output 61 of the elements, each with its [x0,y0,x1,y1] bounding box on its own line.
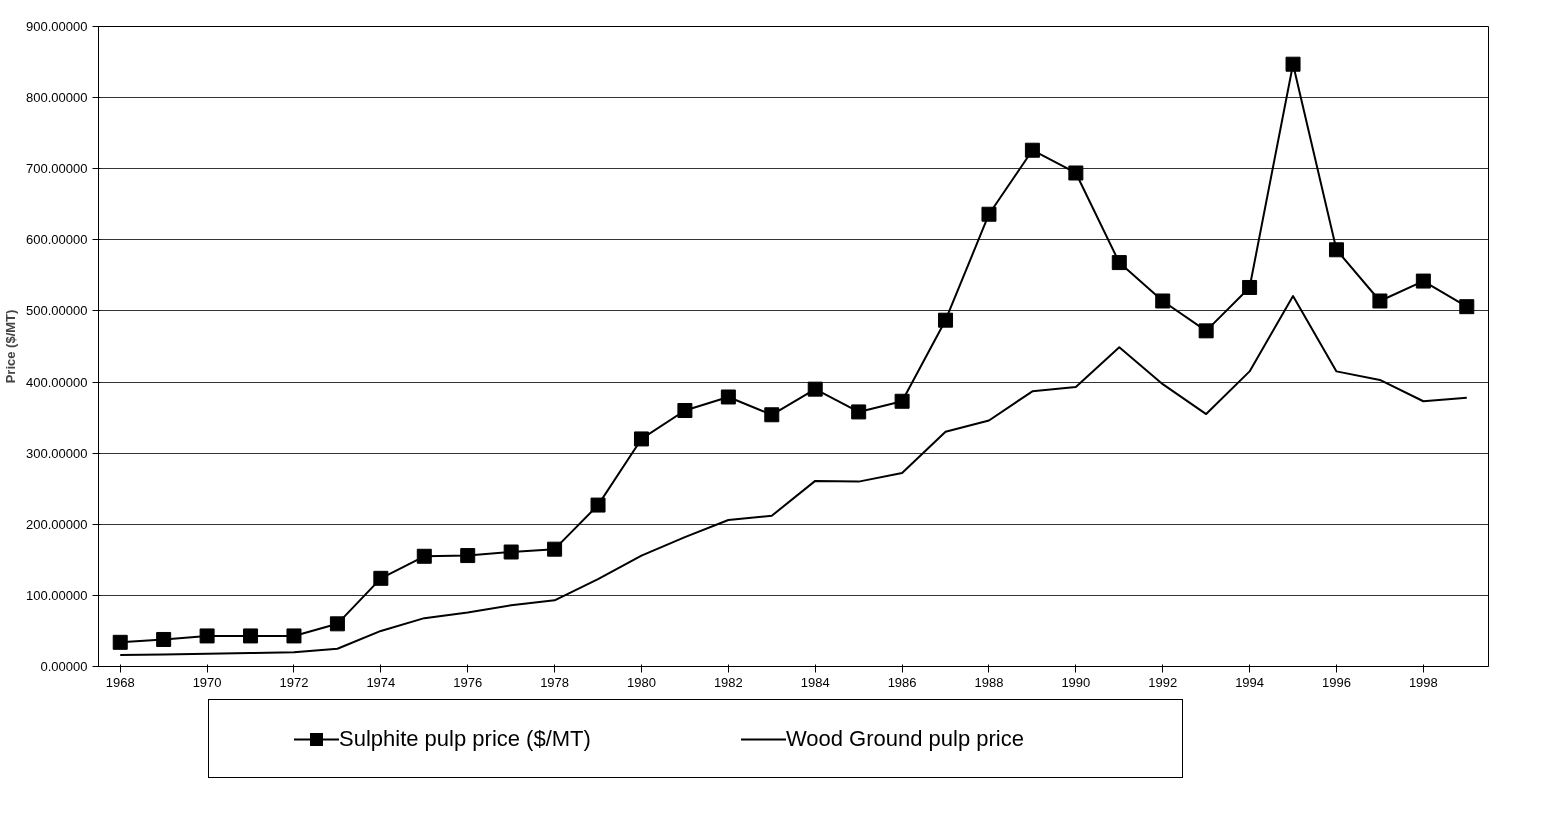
x-tick-label: 1984 [800,674,830,690]
point [1415,273,1431,289]
y-tick-label: 400.00000 [26,374,88,390]
point [503,544,519,560]
y-tick-label: 900.00000 [26,19,88,34]
x-tick-label: 1974 [366,674,396,690]
x-tick-label: 1980 [627,674,656,690]
x-tick-label: 1988 [974,674,1004,690]
point [633,431,649,447]
x-tick-label: 1970 [192,674,222,690]
x-tick-label: 1976 [453,674,483,690]
point [199,628,215,644]
x-tick-label: 1998 [1408,674,1438,690]
point [1242,279,1258,295]
y-tick-label: 600.00000 [26,232,88,248]
point [894,393,910,409]
x-tick-label: 1994 [1235,674,1265,690]
y-tick-label: 700.00000 [26,161,88,177]
point [938,312,954,328]
y-tick-label: 0.00000 [40,659,88,674]
point [807,381,823,397]
x-tick-label: 1986 [887,674,917,690]
x-tick-label: 1972 [279,674,309,690]
point [1372,293,1388,309]
point [460,548,476,564]
x-tick-label: 1990 [1061,674,1091,690]
point [112,634,128,650]
legend-label: Sulphite pulp price ($/MT) [339,726,591,752]
point [1328,242,1344,258]
point [720,389,736,405]
point [1024,142,1040,158]
x-tick-label: 1978 [540,674,570,690]
point [1198,323,1214,339]
y-tick-label: 800.00000 [26,90,88,106]
point [677,403,693,418]
point [286,628,302,644]
point [764,407,780,423]
point [1459,299,1475,315]
y-axis-title: Price ($/MT) [3,309,19,384]
point [243,628,259,644]
y-tick-label: 200.00000 [26,516,88,532]
point [1068,165,1084,181]
y-tick-label: 100.00000 [26,587,88,603]
point [851,404,867,420]
x-tick-label: 1996 [1322,674,1351,690]
point [1285,56,1301,72]
point [590,497,606,513]
y-tick-label: 300.00000 [26,445,88,461]
point [1155,293,1171,309]
point [156,631,172,647]
point [416,548,432,564]
point [1111,255,1127,271]
legend-label: Wood Ground pulp price [785,726,1024,752]
point [373,570,389,586]
point [329,616,345,632]
x-tick-label: 1968 [105,674,135,690]
point [981,206,997,222]
x-tick-label: 1992 [1148,674,1178,690]
point [547,541,563,557]
x-tick-label: 1982 [713,674,743,690]
y-tick-label: 500.00000 [26,303,88,319]
